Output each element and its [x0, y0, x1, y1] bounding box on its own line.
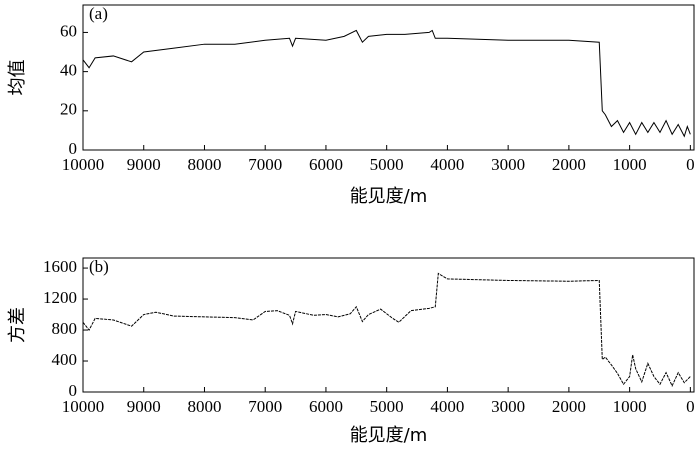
x-tick-label: 5000 [370, 397, 404, 416]
x-tick-label: 6000 [309, 155, 343, 174]
plot-frame [82, 4, 695, 151]
y-tick-label: 0 [69, 381, 78, 400]
y-tick-label: 1200 [43, 288, 77, 307]
x-tick-label: 1000 [613, 397, 647, 416]
x-tick-label: 8000 [187, 397, 221, 416]
y-tick-label: 0 [69, 139, 78, 158]
y-axis-label: 均值 [7, 60, 28, 96]
x-tick-label: 0 [686, 397, 695, 416]
x-tick-label: 1000 [613, 155, 647, 174]
y-tick-label: 800 [52, 319, 78, 338]
x-tick-label: 2000 [552, 397, 586, 416]
x-tick-label: 3000 [491, 155, 525, 174]
x-tick-label: 4000 [430, 155, 464, 174]
panel-label: (b) [89, 257, 109, 276]
x-tick-label: 0 [686, 155, 695, 174]
x-tick-label: 2000 [552, 155, 586, 174]
x-axis-label: 能见度/m [350, 425, 428, 446]
y-tick-label: 1600 [43, 257, 77, 276]
x-tick-label: 3000 [491, 397, 525, 416]
x-tick-label: 7000 [248, 397, 282, 416]
x-axis-label: 能见度/m [350, 186, 428, 207]
x-tick-label: 8000 [187, 155, 221, 174]
y-tick-label: 40 [60, 61, 77, 80]
y-axis-label: 方差 [7, 307, 28, 343]
x-tick-label: 5000 [370, 155, 404, 174]
plot-frame [82, 257, 695, 393]
x-tick-label: 7000 [248, 155, 282, 174]
x-tick-label: 9000 [127, 397, 161, 416]
y-tick-label: 400 [52, 350, 78, 369]
x-tick-label: 10000 [62, 155, 105, 174]
x-tick-label: 6000 [309, 397, 343, 416]
x-tick-label: 9000 [127, 155, 161, 174]
data-line [82, 29, 691, 138]
panel-label: (a) [89, 4, 108, 23]
y-tick-label: 20 [60, 100, 77, 119]
data-line [82, 272, 691, 387]
y-tick-label: 60 [60, 21, 77, 40]
x-tick-label: 10000 [62, 397, 105, 416]
x-tick-label: 4000 [430, 397, 464, 416]
